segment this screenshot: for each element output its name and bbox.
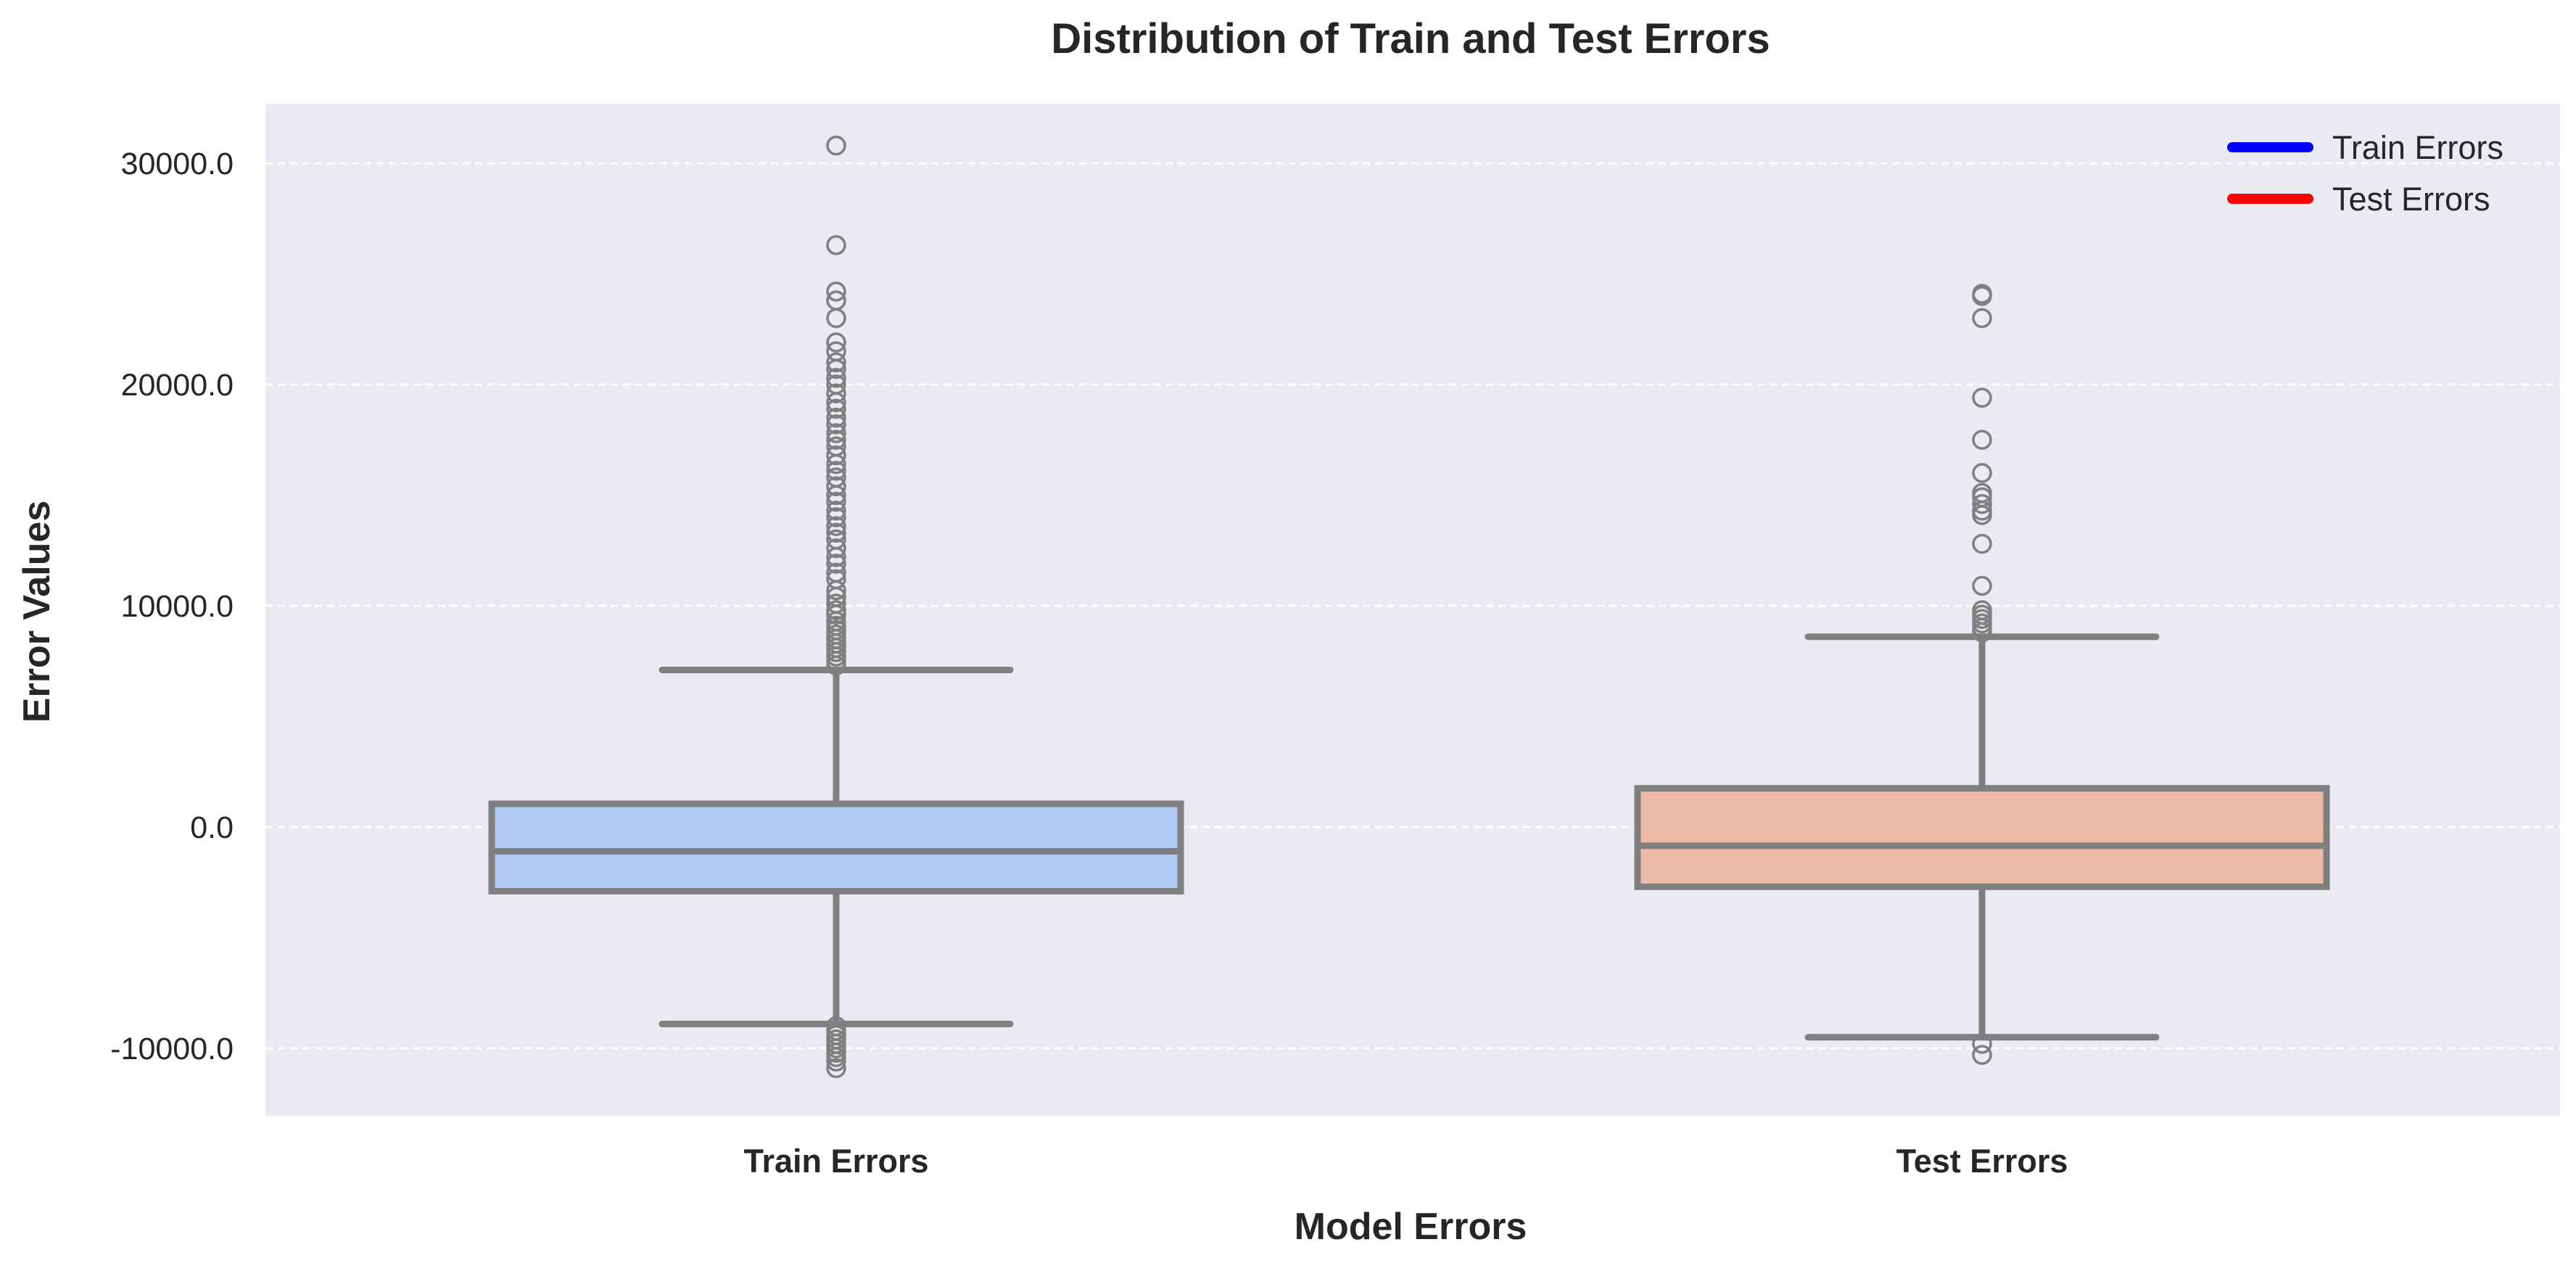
plot-area xyxy=(265,104,2560,1116)
y-tick-labels: -10000.0 0.0 10000.0 20000.0 30000.0 xyxy=(110,147,234,1066)
outlier-point xyxy=(1972,622,1992,643)
outlier-point xyxy=(826,445,846,466)
outlier-point xyxy=(826,547,846,567)
legend-label: Test Errors xyxy=(2332,181,2490,218)
outlier-point xyxy=(826,368,846,388)
outlier-point xyxy=(826,516,846,536)
outlier-point xyxy=(826,501,846,521)
outlier-point xyxy=(1972,429,1992,450)
y-tick-label: 10000.0 xyxy=(121,589,234,624)
x-tick-label: Train Errors xyxy=(743,1143,928,1180)
box-group xyxy=(1634,284,2330,1065)
box-iqr xyxy=(488,800,1184,894)
outlier-point xyxy=(826,281,846,302)
outlier-point xyxy=(826,461,846,481)
outlier-point xyxy=(826,1058,846,1079)
y-tick-label: 30000.0 xyxy=(121,147,234,181)
outlier-point xyxy=(826,308,846,329)
outlier-point xyxy=(826,235,846,255)
box-iqr xyxy=(1634,785,2330,890)
outlier-point xyxy=(1972,505,1992,525)
outlier-point xyxy=(826,655,846,676)
outlier-point xyxy=(826,383,846,403)
outlier-point xyxy=(826,476,846,497)
outlier-point xyxy=(826,135,846,156)
outlier-point xyxy=(1972,308,1992,329)
box-group xyxy=(488,135,1184,1079)
legend-label: Train Errors xyxy=(2332,129,2503,166)
box-plots xyxy=(488,135,2330,1079)
outlier-point xyxy=(826,580,846,601)
outlier-point xyxy=(826,1051,846,1072)
outlier-point xyxy=(826,507,846,527)
outlier-point xyxy=(1972,1034,1992,1054)
outlier-point xyxy=(826,485,846,506)
y-tick-label: 0.0 xyxy=(190,810,234,845)
outlier-point xyxy=(826,454,846,474)
x-axis-label: Model Errors xyxy=(1295,1206,1527,1248)
outlier-point xyxy=(826,352,846,373)
chart-title: Distribution of Train and Test Errors xyxy=(1051,15,1770,62)
legend: Train Errors Test Errors xyxy=(2227,129,2503,218)
outlier-point xyxy=(1972,1045,1992,1065)
outlier-point xyxy=(826,398,846,419)
y-tick-label: 20000.0 xyxy=(121,368,234,403)
outlier-point xyxy=(1972,387,1992,408)
outlier-point xyxy=(826,522,846,543)
outlier-point xyxy=(1972,286,1992,306)
y-axis-label: Error Values xyxy=(16,501,58,723)
outlier-point xyxy=(826,429,846,450)
outlier-point xyxy=(826,554,846,574)
outlier-point xyxy=(826,604,846,625)
outlier-point xyxy=(826,358,846,379)
outlier-point xyxy=(826,414,846,435)
outlier-point xyxy=(826,491,846,512)
outlier-point xyxy=(826,332,846,353)
x-tick-label: Test Errors xyxy=(1896,1143,2068,1180)
outlier-point xyxy=(826,392,846,413)
y-tick-label: -10000.0 xyxy=(110,1032,234,1066)
outlier-point xyxy=(826,408,846,428)
outlier-point xyxy=(1972,575,1992,596)
x-tick-labels: Train Errors Test Errors xyxy=(743,1143,2068,1180)
outlier-point xyxy=(826,538,846,559)
outlier-point xyxy=(826,423,846,443)
outlier-point xyxy=(1972,533,1992,554)
outlier-point xyxy=(1972,463,1992,483)
outlier-point xyxy=(1972,493,1992,514)
